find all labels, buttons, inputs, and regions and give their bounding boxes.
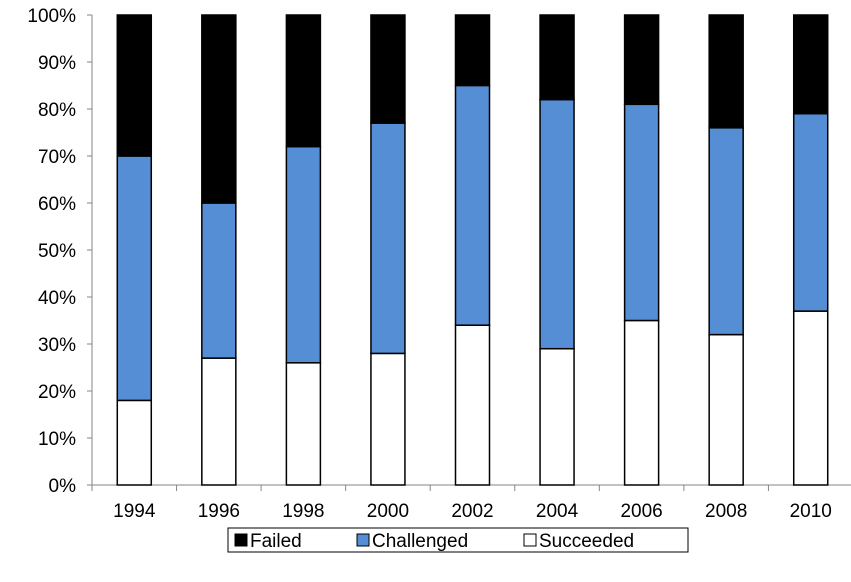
y-tick-label: 30% bbox=[38, 335, 76, 356]
y-tick-label: 80% bbox=[38, 100, 76, 121]
y-tick-label: 70% bbox=[38, 147, 76, 168]
legend-label-challenged: Challenged bbox=[372, 531, 468, 552]
bar-segment-challenged-2010 bbox=[792, 112, 829, 312]
bar-segment-challenged-2008 bbox=[708, 127, 744, 336]
x-tick-label: 2004 bbox=[536, 501, 579, 522]
bar-segment-failed-2002 bbox=[454, 14, 491, 87]
y-tick-label: 10% bbox=[38, 429, 76, 450]
bar-segment-challenged-1996 bbox=[201, 202, 237, 359]
x-tick-label: 1996 bbox=[198, 501, 240, 522]
bar-segment-succeeded-1994 bbox=[116, 399, 153, 486]
legend-label-failed: Failed bbox=[250, 531, 302, 552]
bar-segment-challenged-1998 bbox=[285, 145, 322, 364]
x-tick-label: 2008 bbox=[705, 501, 747, 522]
y-tick-label: 0% bbox=[49, 476, 77, 497]
y-tick-label: 90% bbox=[38, 53, 76, 74]
y-axis: 0% 10% 20% 30% 40% 50% 60% 70% 80% 90% 100% bbox=[27, 6, 93, 497]
y-tick-label: 20% bbox=[38, 382, 76, 403]
bar-segment-succeeded-2010 bbox=[792, 310, 829, 486]
bar-segment-succeeded-2002 bbox=[454, 324, 491, 486]
legend: Failed Challenged Succeeded bbox=[227, 527, 689, 553]
x-tick-label: 1998 bbox=[282, 501, 324, 522]
bar-segment-succeeded-2006 bbox=[623, 319, 660, 486]
x-tick-label: 2000 bbox=[367, 501, 409, 522]
legend-swatch-failed bbox=[234, 533, 248, 547]
bar-segment-failed-2010 bbox=[792, 14, 829, 115]
bar-segment-succeeded-1996 bbox=[201, 357, 237, 486]
bar-segment-challenged-1994 bbox=[116, 155, 153, 402]
legend-swatch-succeeded bbox=[523, 533, 537, 547]
bar-segment-challenged-2006 bbox=[623, 103, 660, 322]
y-tick-label: 100% bbox=[27, 6, 76, 27]
bars bbox=[116, 14, 829, 486]
bar-segment-failed-1998 bbox=[285, 14, 322, 148]
x-tick-label: 1994 bbox=[113, 501, 156, 522]
bar-segment-succeeded-2000 bbox=[370, 352, 406, 486]
bar-segment-failed-2004 bbox=[539, 14, 575, 101]
bar-segment-challenged-2002 bbox=[454, 84, 491, 326]
bar-segment-succeeded-2004 bbox=[539, 347, 575, 486]
x-tick-label: 2010 bbox=[790, 501, 832, 522]
bar-segment-succeeded-2008 bbox=[708, 333, 744, 486]
legend-box bbox=[227, 527, 689, 553]
bar-segment-succeeded-1998 bbox=[285, 362, 322, 486]
bar-segment-failed-2008 bbox=[708, 14, 744, 129]
legend-swatch-challenged bbox=[356, 533, 370, 547]
bar-segment-challenged-2000 bbox=[370, 122, 406, 355]
bar-segment-failed-2000 bbox=[370, 14, 406, 124]
bar-segment-failed-2006 bbox=[623, 14, 660, 106]
bar-segment-failed-1996 bbox=[201, 14, 237, 204]
x-tick-label: 2002 bbox=[451, 501, 493, 522]
x-axis: 1994 1996 1998 2000 2002 2004 2006 2008 2010 bbox=[91, 484, 851, 522]
bar-segment-challenged-2004 bbox=[539, 98, 575, 350]
y-tick-label: 50% bbox=[38, 241, 76, 262]
y-tick-label: 40% bbox=[38, 288, 76, 309]
y-tick-label: 60% bbox=[38, 194, 76, 215]
x-tick-label: 2006 bbox=[620, 501, 662, 522]
legend-label-succeeded: Succeeded bbox=[539, 531, 634, 552]
bar-segment-failed-1994 bbox=[116, 14, 153, 157]
